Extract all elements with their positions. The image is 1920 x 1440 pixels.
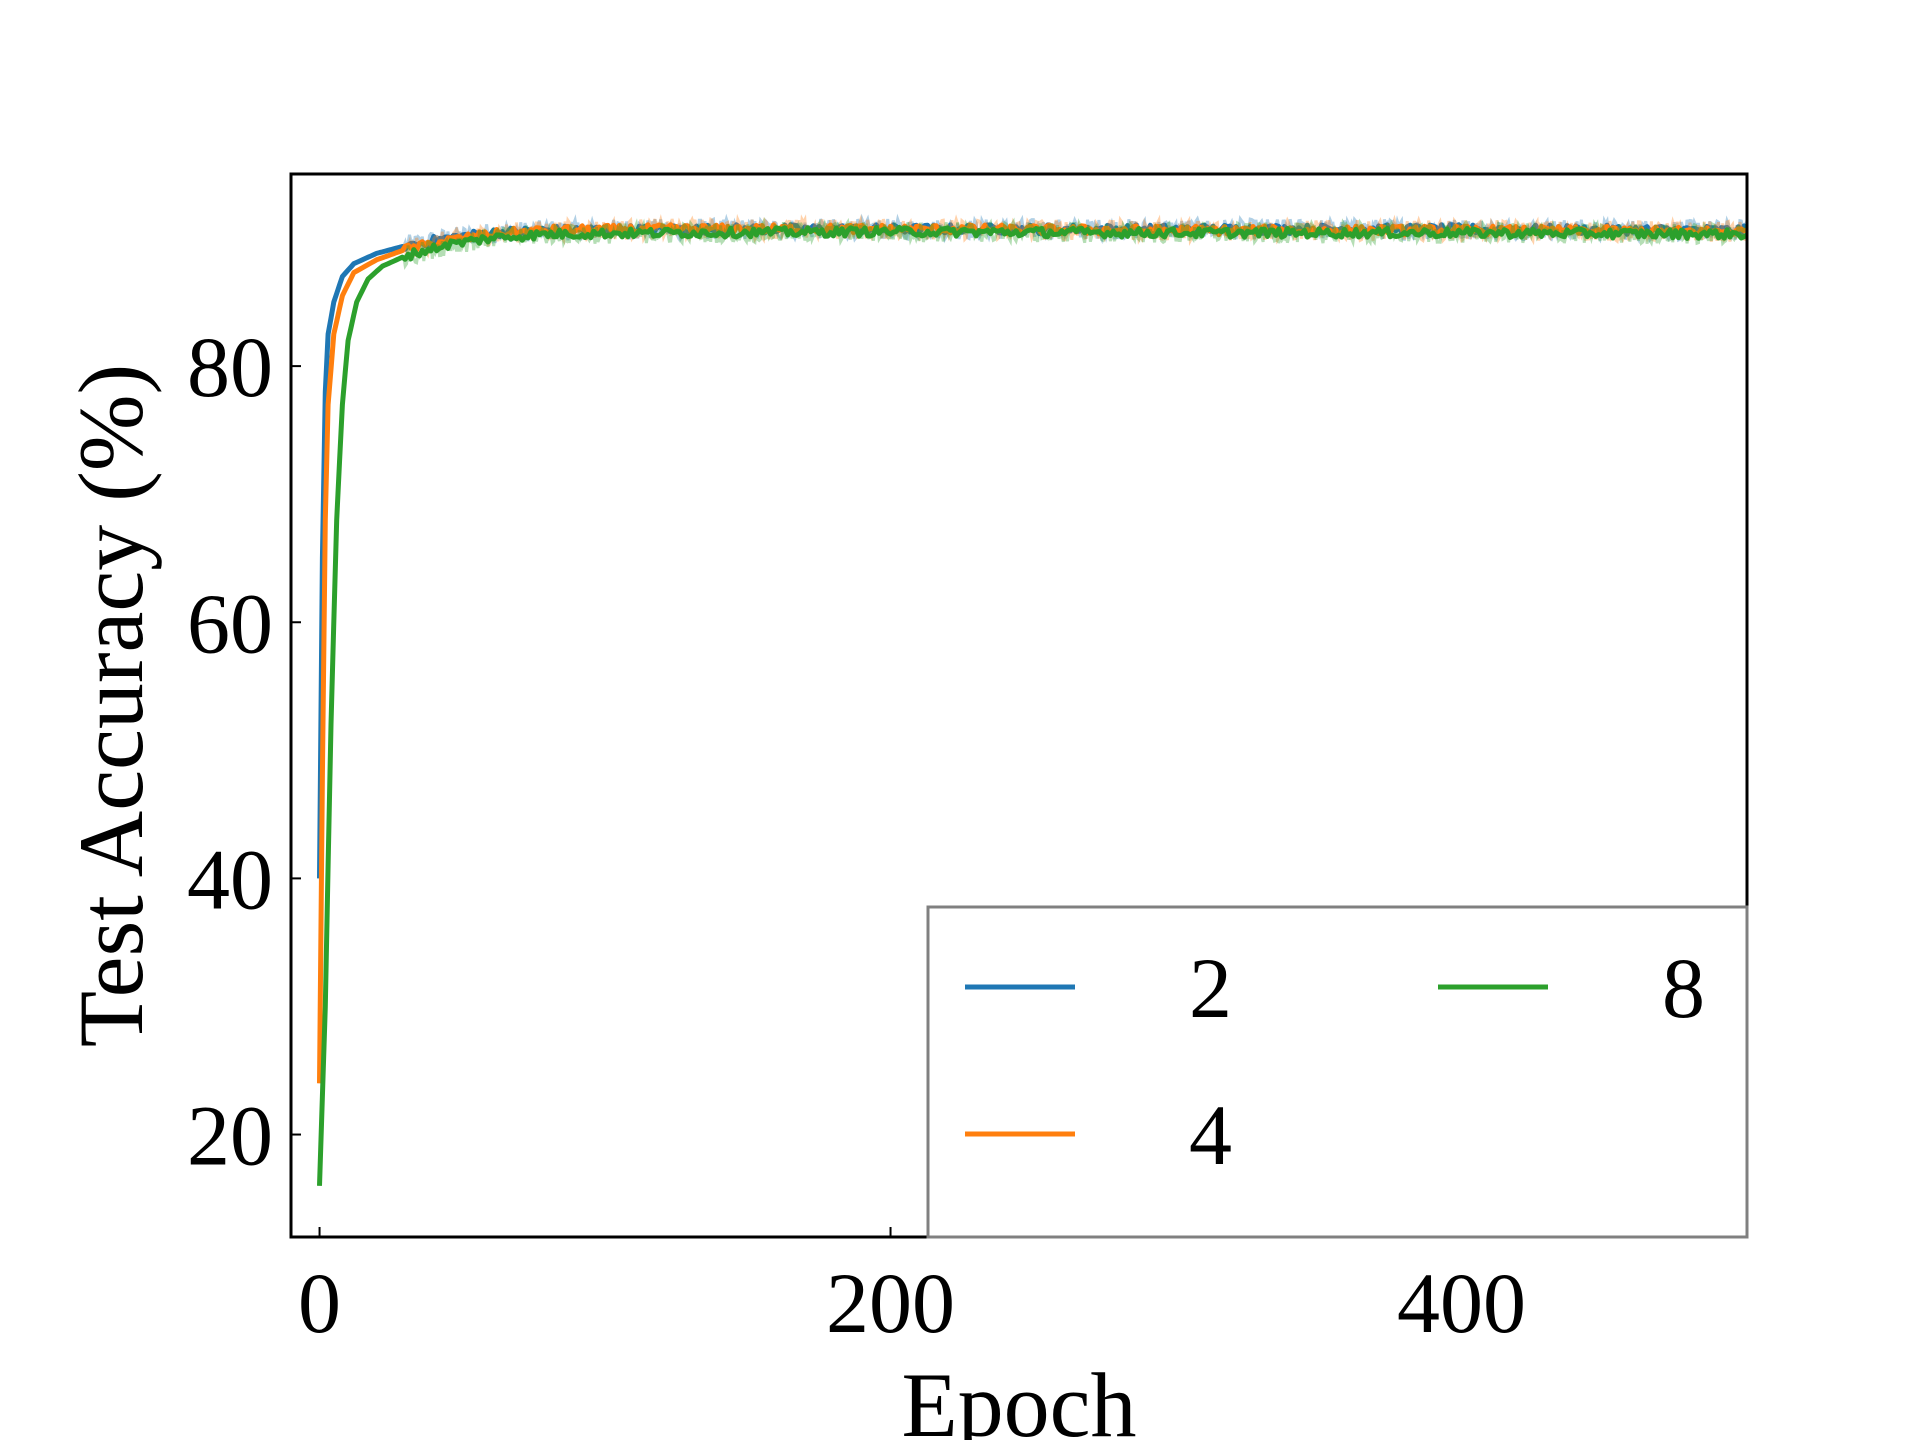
x-tick-label-200: 200 [826, 1255, 955, 1351]
legend: 2 4 8 [926, 905, 1749, 1239]
legend-frame [926, 905, 1749, 1239]
x-tick-label-0: 0 [298, 1255, 341, 1351]
y-tick-label-40: 40 [187, 831, 273, 927]
legend-label-2: 2 [1189, 940, 1232, 1036]
y-axis-label: Test Accuracy (%) [60, 364, 162, 1047]
y-tick-label-60: 60 [187, 575, 273, 671]
tick-layer: 0 200 400 20 40 60 80 [187, 319, 1526, 1351]
y-tick-label-20: 20 [187, 1088, 273, 1184]
series-8-line [317, 224, 1747, 1186]
y-tick-label-80: 80 [187, 319, 273, 415]
series-layer [317, 213, 1747, 1186]
legend-label-4: 4 [1189, 1087, 1232, 1183]
x-axis-label: Epoch [901, 1354, 1136, 1440]
legend-label-8: 8 [1662, 940, 1705, 1036]
x-tick-label-400: 400 [1397, 1255, 1526, 1351]
